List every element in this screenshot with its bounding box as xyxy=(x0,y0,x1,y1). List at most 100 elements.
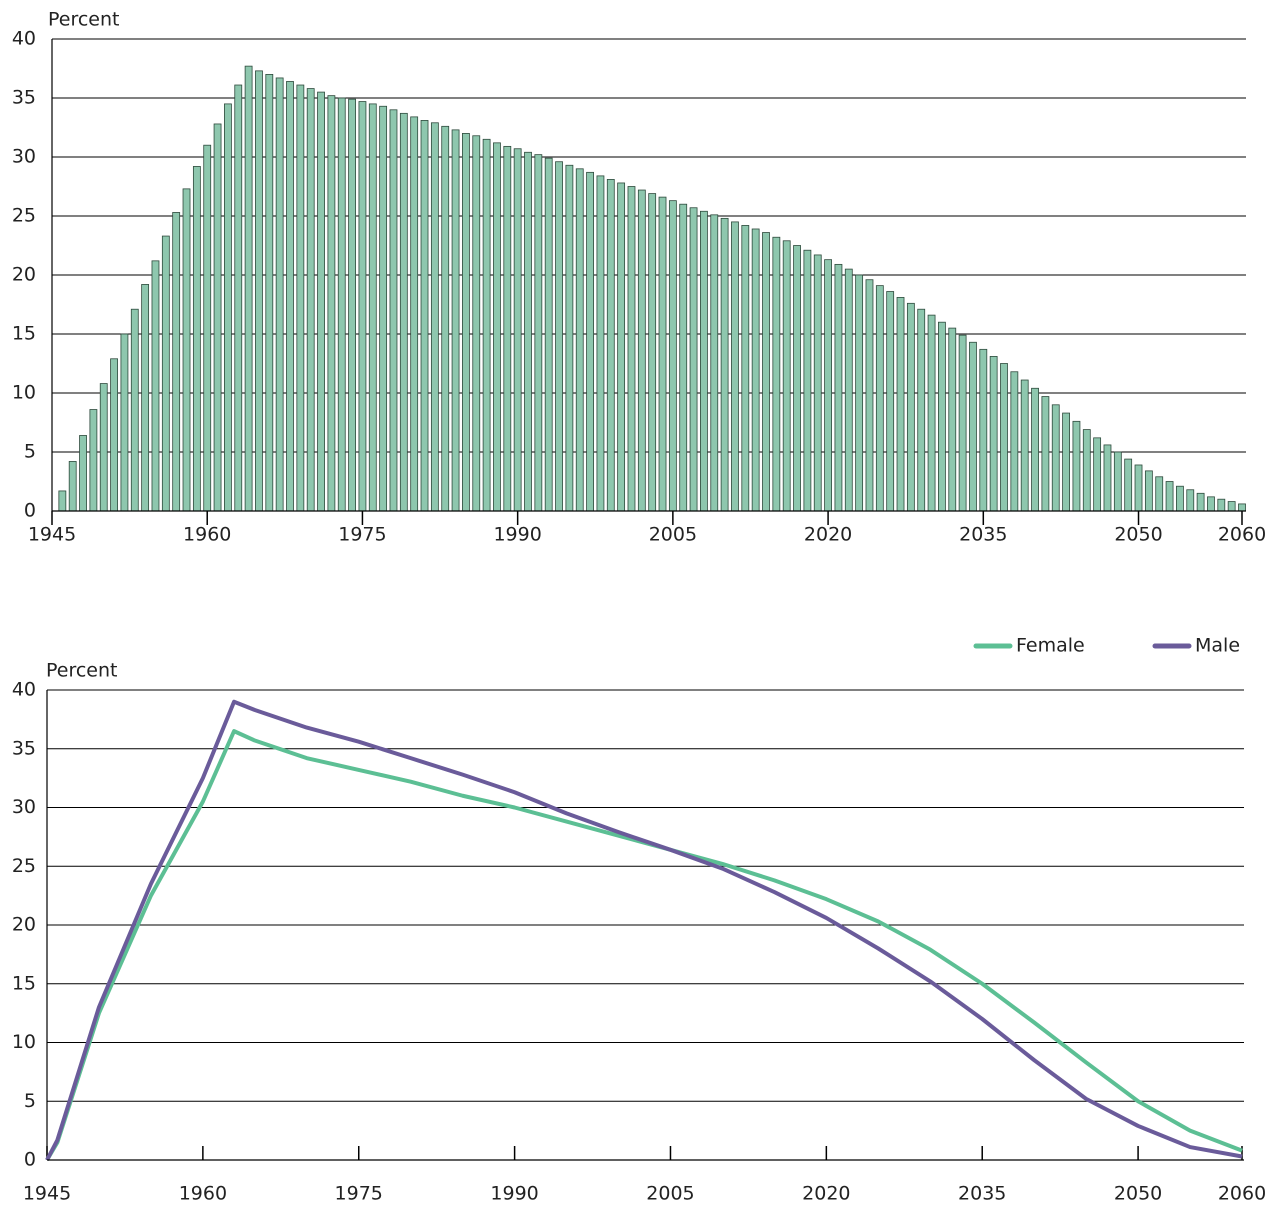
x-tick-label: 2050 xyxy=(1114,1183,1162,1205)
bar xyxy=(793,245,801,512)
x-tick-label: 2050 xyxy=(1114,524,1162,546)
x-tick-label: 1975 xyxy=(338,524,386,546)
y-tick-label: 40 xyxy=(12,28,36,50)
y-tick-label: 25 xyxy=(12,855,36,877)
y-tick-label: 40 xyxy=(12,679,36,701)
bar xyxy=(265,74,274,512)
bar xyxy=(772,236,781,512)
bar xyxy=(244,65,253,512)
bar xyxy=(389,109,398,512)
bar xyxy=(410,116,419,512)
x-tick-label: 1990 xyxy=(493,524,541,546)
bar xyxy=(824,259,832,512)
bar xyxy=(1082,429,1091,512)
bar xyxy=(327,95,336,512)
bar xyxy=(358,101,367,512)
y-tick-label: 0 xyxy=(24,500,36,522)
bar xyxy=(989,356,998,512)
bar xyxy=(420,120,429,512)
bar xyxy=(503,145,512,512)
bar xyxy=(948,327,957,512)
bar xyxy=(472,135,481,512)
bar xyxy=(513,148,522,512)
bar xyxy=(1238,503,1246,512)
x-tick-label: 2005 xyxy=(646,1183,694,1205)
x-tick-label: 2035 xyxy=(959,524,1007,546)
x-tick-label: 1975 xyxy=(335,1183,383,1205)
bar xyxy=(762,232,770,512)
bar xyxy=(1207,496,1215,512)
bar xyxy=(120,333,129,512)
bar xyxy=(441,125,450,512)
bar xyxy=(58,490,67,512)
bar xyxy=(875,285,884,512)
bar xyxy=(1227,501,1236,512)
bar xyxy=(399,112,408,512)
bar xyxy=(979,348,988,512)
x-tick-label: 2020 xyxy=(804,524,852,546)
bar xyxy=(337,97,346,512)
x-tick-label: 1990 xyxy=(490,1183,538,1205)
bar xyxy=(627,186,636,512)
bar xyxy=(161,235,170,512)
bar xyxy=(1124,458,1133,512)
bar xyxy=(110,358,118,512)
y-tick-label: 30 xyxy=(12,796,36,818)
bar xyxy=(430,122,439,512)
bar xyxy=(203,144,212,512)
bar xyxy=(637,189,646,512)
bar xyxy=(379,105,388,512)
bar xyxy=(89,409,98,512)
bar xyxy=(493,142,501,512)
bar xyxy=(969,341,977,512)
bar xyxy=(844,268,853,512)
bar xyxy=(1103,444,1112,512)
bar xyxy=(1010,371,1019,512)
y-tick-label: 25 xyxy=(12,205,36,227)
bar xyxy=(679,203,688,512)
y-tick-label: 5 xyxy=(24,1090,36,1112)
data-line xyxy=(45,699,1243,1161)
bar xyxy=(1186,489,1195,512)
bar xyxy=(803,249,812,512)
bar xyxy=(700,210,708,512)
x-tick-label: 1960 xyxy=(179,1183,227,1205)
bar xyxy=(720,217,729,512)
bar xyxy=(1020,379,1029,512)
bar xyxy=(130,308,139,512)
legend-label: Female xyxy=(1016,635,1085,657)
y-tick-label: 10 xyxy=(12,1031,36,1053)
bar xyxy=(151,260,160,512)
bar xyxy=(141,284,150,512)
bar xyxy=(565,164,574,512)
bar xyxy=(751,228,760,512)
bar xyxy=(668,200,677,512)
y-tick-label: 30 xyxy=(12,146,36,168)
bar xyxy=(1113,451,1122,512)
bar xyxy=(68,461,77,512)
bar xyxy=(731,221,739,512)
x-tick-label: 2060 xyxy=(1218,1183,1266,1205)
bar xyxy=(741,225,750,512)
bar xyxy=(1155,476,1164,512)
data-line xyxy=(45,729,1243,1162)
x-tick-label: 1960 xyxy=(183,524,231,546)
bar xyxy=(1041,396,1050,512)
bar xyxy=(524,151,532,512)
x-tick-label: 1945 xyxy=(23,1183,71,1205)
bar xyxy=(958,334,967,512)
bar xyxy=(1031,387,1039,512)
bar xyxy=(544,157,553,512)
x-tick-label: 1945 xyxy=(28,524,76,546)
y-tick-label: 35 xyxy=(12,737,36,759)
x-tick-label: 2035 xyxy=(958,1183,1006,1205)
bar xyxy=(1196,492,1205,512)
bar xyxy=(296,84,305,512)
bar xyxy=(317,91,325,512)
bar xyxy=(1093,437,1102,512)
bar xyxy=(462,132,470,512)
x-tick-label: 2005 xyxy=(649,524,697,546)
bar xyxy=(596,175,605,512)
y-tick-label: 5 xyxy=(24,441,36,463)
